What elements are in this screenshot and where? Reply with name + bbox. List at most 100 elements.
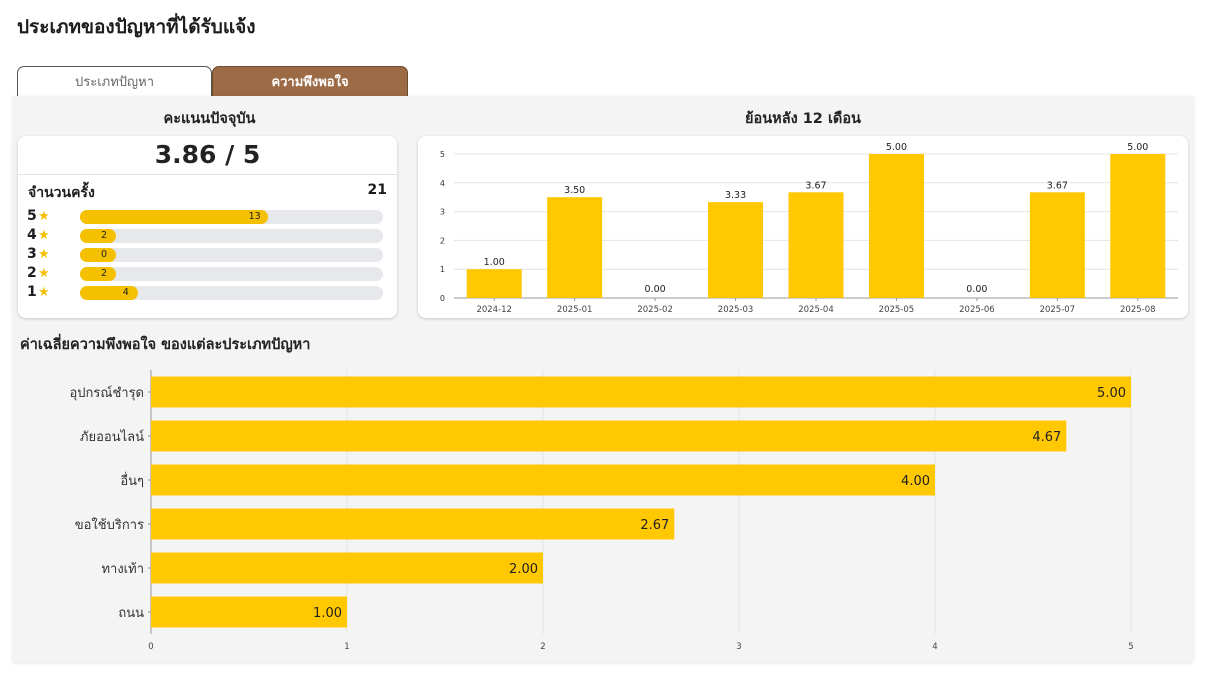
rating-row: 3 ★ 0 — [27, 246, 387, 263]
x-tick-label: 3 — [736, 642, 741, 652]
rating-row: 1 ★ 4 — [27, 284, 387, 301]
star-icon: ★ — [38, 209, 50, 224]
current-score-title: คะแนนปัจจุบัน — [163, 111, 256, 127]
type-bar — [151, 376, 1131, 408]
type-bar — [151, 420, 1067, 452]
history-bar-chart: 0 1 2 3 4 5 1.00 2024-12 3.50 2025-01 0.00 2025-02 3… — [440, 142, 1178, 315]
y-tick-label: 5 — [440, 150, 445, 159]
rating-fill — [80, 248, 116, 262]
score-value: 3.86 / 5 — [154, 140, 261, 169]
type-bar — [151, 508, 675, 540]
y-tick-label: 0 — [440, 294, 445, 303]
history-bar — [547, 197, 603, 298]
y-category-label: ภัยออนไลน์ — [80, 429, 144, 445]
data-label: 0.00 — [645, 284, 666, 295]
data-label: 1.00 — [313, 606, 342, 621]
rating-track: 2 — [80, 229, 383, 243]
history-title: ย้อนหลัง 12 เดือน — [745, 111, 861, 127]
rating-star-number: 5 — [27, 208, 37, 224]
rating-fill — [80, 210, 268, 224]
x-tick-label: 2025-08 — [1120, 305, 1156, 315]
x-tick-label: 2 — [540, 642, 545, 652]
data-label: 1.00 — [484, 257, 505, 268]
x-tick-label: 2025-07 — [1040, 305, 1076, 315]
x-tick-label: 1 — [344, 642, 349, 652]
y-tick-label: 4 — [440, 179, 445, 188]
page-title: ประเภทของปัญหาที่ได้รับแจ้ง — [17, 16, 256, 38]
x-tick-label: 4 — [932, 642, 937, 652]
rating-row: 4 ★ 2 — [27, 227, 387, 244]
x-tick-label: 5 — [1128, 642, 1133, 652]
history-chart-card: 0 1 2 3 4 5 1.00 2024-12 3.50 2025-01 0.00 2025-02 3… — [418, 136, 1188, 318]
x-tick-label: 2024-12 — [476, 305, 512, 315]
rating-count: 4 — [122, 287, 129, 298]
history-bar — [1029, 192, 1085, 298]
satisfaction-panel: คะแนนปัจจุบัน ย้อนหลัง 12 เดือน 3.86 / 5… — [13, 96, 1193, 662]
divider — [18, 174, 397, 175]
tab-issue-type[interactable]: ประเภทปัญหา — [17, 66, 212, 97]
tab-satisfaction[interactable]: ความพึงพอใจ — [212, 66, 408, 97]
history-bar — [868, 154, 924, 298]
x-tick-label: 2025-06 — [959, 305, 995, 315]
history-bar — [1110, 154, 1166, 298]
y-category-label: อุปกรณ์ชำรุด — [69, 385, 144, 401]
data-label: 2.00 — [509, 562, 538, 577]
star-icon: ★ — [38, 285, 50, 300]
data-label: 5.00 — [886, 142, 907, 153]
rating-fill — [80, 267, 116, 281]
y-category-label: ทางเท้า — [101, 562, 144, 577]
star-icon: ★ — [38, 247, 50, 262]
data-label: 3.67 — [805, 180, 826, 191]
data-label: 3.33 — [725, 190, 746, 201]
rating-track: 2 — [80, 267, 383, 281]
x-tick-label: 2025-01 — [557, 305, 593, 315]
y-category-label: ขอใช้บริการ — [75, 517, 144, 533]
y-category-label: ถนน — [118, 606, 144, 621]
rating-star-number: 2 — [27, 265, 37, 281]
type-bar — [151, 552, 543, 584]
rating-star-number: 4 — [27, 227, 37, 243]
history-bar — [708, 202, 764, 298]
data-label: 4.67 — [1032, 430, 1061, 445]
history-bar — [788, 192, 844, 298]
rating-track: 4 — [80, 286, 383, 300]
rating-star-number: 3 — [27, 246, 37, 262]
x-tick-label: 2025-05 — [879, 305, 915, 315]
x-tick-label: 0 — [148, 642, 153, 652]
by-type-bar-chart: 0 1 2 3 4 5 5.00 อุปกรณ์ชำรุด 4.67 ภัยออนไลน์ 4.00… — [69, 370, 1134, 652]
x-tick-label: 2025-03 — [718, 305, 754, 315]
rating-count: 13 — [248, 211, 261, 222]
by-type-title: ค่าเฉลี่ยความพึงพอใจ ของแต่ละประเภทปัญหา — [20, 337, 311, 353]
data-label: 2.67 — [640, 518, 669, 533]
history-bar — [466, 269, 522, 298]
rating-row: 5 ★ 13 — [27, 208, 387, 225]
count-total: 21 — [367, 182, 387, 198]
rating-fill — [80, 286, 138, 300]
x-tick-label: 2025-04 — [798, 305, 834, 315]
tab-bar: ประเภทปัญหา ความพึงพอใจ — [17, 66, 408, 97]
data-label: 5.00 — [1127, 142, 1148, 153]
data-label: 3.67 — [1047, 180, 1068, 191]
data-label: 4.00 — [901, 474, 930, 489]
star-icon: ★ — [38, 228, 50, 243]
rating-count: 2 — [101, 230, 108, 241]
data-label: 5.00 — [1097, 386, 1126, 401]
rating-fill — [80, 229, 116, 243]
y-tick-label: 3 — [440, 208, 445, 217]
rating-star-number: 1 — [27, 284, 37, 300]
x-tick-label: 2025-02 — [637, 305, 673, 315]
y-tick-label: 1 — [440, 265, 445, 274]
data-label: 0.00 — [966, 284, 987, 295]
y-category-label: อื่นๆ — [120, 472, 144, 489]
type-bar — [151, 596, 347, 628]
rating-row: 2 ★ 2 — [27, 265, 387, 282]
current-score-card: 3.86 / 5 จำนวนครั้ง 21 5 ★ 13 4 ★ 2 3 ★ 0 2 ★ 2 1 ★ 4 — [18, 136, 397, 318]
rating-track: 13 — [80, 210, 383, 224]
rating-track: 0 — [80, 248, 383, 262]
data-label: 3.50 — [564, 185, 585, 196]
type-bar — [151, 464, 935, 496]
star-icon: ★ — [38, 266, 50, 281]
rating-count: 0 — [101, 249, 108, 260]
y-tick-label: 2 — [440, 236, 445, 245]
count-label: จำนวนครั้ง — [28, 185, 95, 201]
